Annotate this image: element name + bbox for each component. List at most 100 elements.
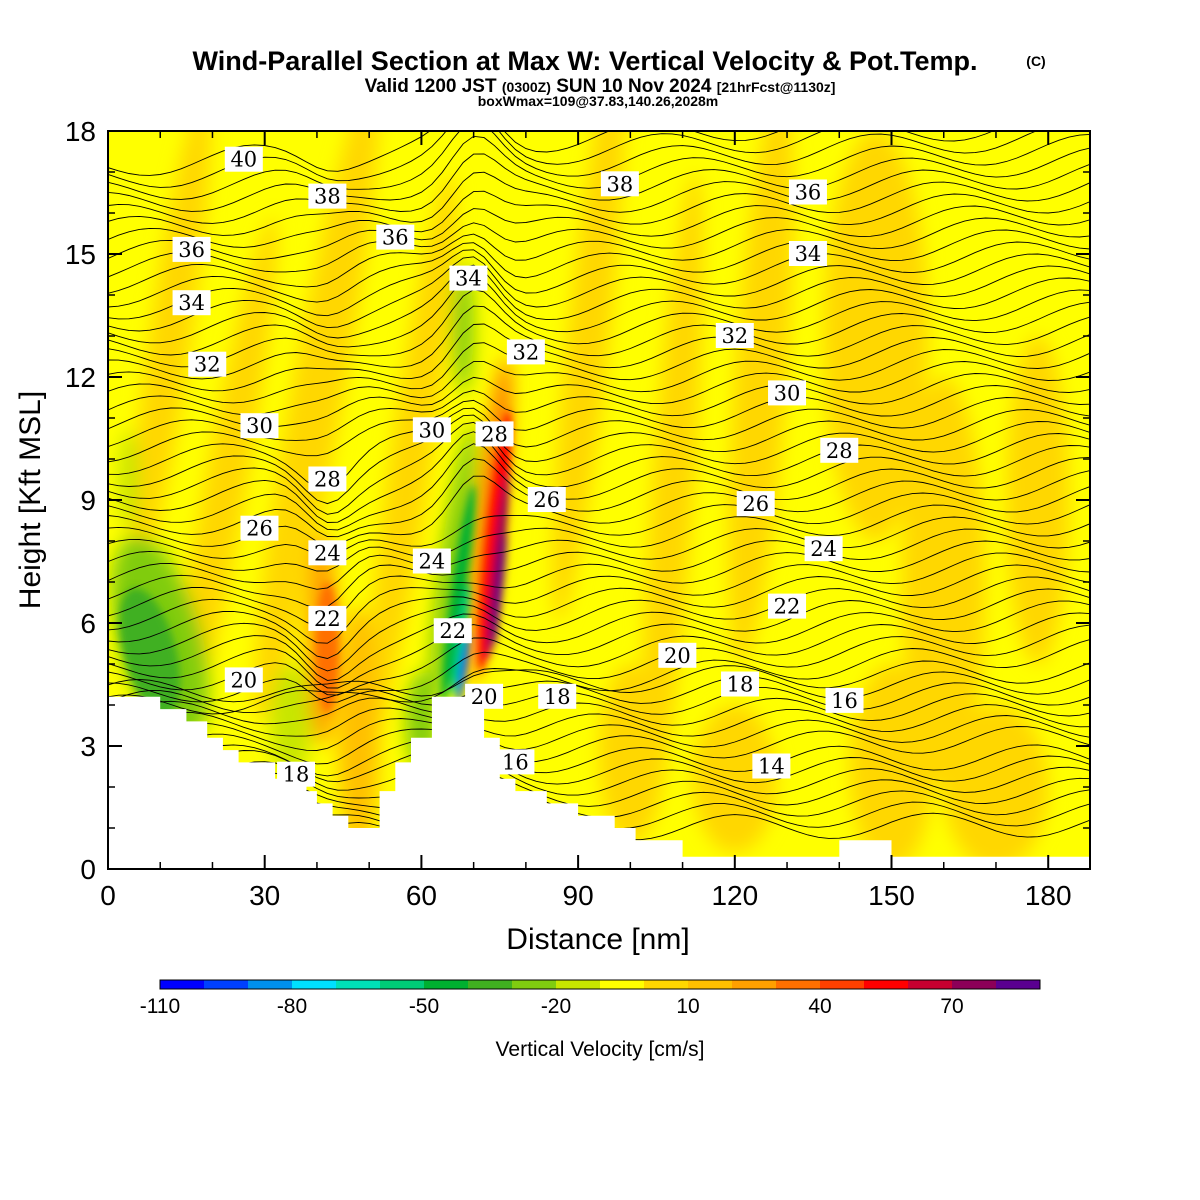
contour-label-bg — [224, 667, 263, 693]
y-tick-label: 12 — [65, 362, 96, 393]
contour-label-bg — [172, 290, 211, 316]
theta-contour — [108, 504, 1090, 572]
contour-label-text: 34 — [455, 267, 482, 291]
forecast-info: [21hrFcst@1130z] — [717, 79, 836, 95]
colorbar-swatch — [776, 980, 821, 989]
y-tick-label: 6 — [80, 608, 96, 639]
contour-label-text: 30 — [774, 381, 801, 405]
contour-label-bg — [308, 540, 347, 566]
shading-cell — [599, 664, 662, 845]
contour-label-bg — [240, 515, 279, 541]
contour-label-text: 26 — [742, 492, 769, 516]
contour-label-text: 26 — [246, 517, 273, 541]
colorbar-swatch — [424, 980, 469, 989]
colorbar-tick-label: -20 — [541, 995, 571, 1018]
box-wmax-info: boxWmax=109@37.83,140.26,2028m — [478, 93, 719, 109]
contour-label: 22 — [768, 593, 807, 619]
contour-label: 24 — [804, 536, 843, 562]
contour-label: 22 — [433, 618, 472, 644]
contour-label-bg — [475, 421, 514, 447]
theta-contour — [108, 333, 1090, 404]
shading-cell — [457, 631, 470, 705]
x-axis-label: Distance [nm] — [506, 923, 689, 956]
y-tick-label: 3 — [80, 731, 96, 762]
contour-label-bg — [449, 265, 488, 291]
plot-area — [108, 131, 1090, 869]
contour-label-bg — [804, 536, 843, 562]
x-tick-label: 180 — [1025, 880, 1072, 911]
contour-label-text: 36 — [382, 226, 409, 250]
colorbar-swatch — [512, 980, 557, 989]
colorbar-swatch — [292, 980, 337, 989]
contour-label-text: 24 — [810, 537, 837, 561]
contour-label-text: 34 — [178, 291, 205, 315]
contour-label-bg — [820, 437, 859, 463]
shading-cell — [486, 471, 509, 660]
theta-contour — [108, 516, 1090, 590]
colorbar-swatch — [204, 980, 249, 989]
contour-label-bg — [412, 417, 451, 443]
contour-label: 18 — [721, 671, 760, 697]
colorbar-frame — [159, 979, 1041, 990]
theta-contour — [108, 671, 1090, 714]
y-axis-label: Height [Kft MSL] — [14, 391, 47, 609]
contour-label-text: 18 — [283, 763, 310, 787]
theta-contour — [108, 253, 1090, 332]
contour-label-text: 32 — [513, 340, 540, 364]
contour-label-bg — [721, 671, 760, 697]
y-tick-label: 15 — [65, 239, 96, 270]
valid-date: SUN 10 Nov 2024 — [556, 76, 712, 97]
contour-label: 16 — [496, 749, 535, 775]
colorbar-swatch — [644, 980, 689, 989]
contour-label-text: 14 — [758, 755, 785, 779]
shading-cell — [315, 582, 339, 714]
contour-label-text: 22 — [439, 619, 466, 643]
contour-label: 24 — [308, 540, 347, 566]
theta-contour — [108, 301, 1090, 380]
contour-label-bg — [658, 642, 697, 668]
y-tick-label: 9 — [80, 485, 96, 516]
colorbar-tick-label: 70 — [940, 995, 963, 1018]
theta-contour — [108, 163, 1090, 236]
theta-contour — [108, 612, 1090, 696]
colorbar-swatch — [160, 980, 205, 989]
contour-label: 18 — [277, 761, 316, 787]
colorbar-tick-label: -80 — [277, 995, 307, 1018]
contour-label: 38 — [600, 171, 639, 197]
colorbar-swatch — [996, 980, 1041, 989]
contour-label-text: 28 — [826, 439, 853, 463]
contour-label-bg — [538, 683, 577, 709]
theta-contour — [108, 443, 1090, 531]
colorbar-swatch — [336, 980, 381, 989]
contour-label-text: 16 — [831, 689, 858, 713]
contour-label-bg — [376, 224, 415, 250]
theta-contour — [108, 600, 1090, 689]
theta-contour — [108, 131, 995, 188]
contour-label-text: 38 — [314, 185, 341, 209]
contour-label: 24 — [412, 548, 451, 574]
theta-contour — [108, 421, 1090, 515]
theta-contour — [108, 624, 1090, 703]
theta-contour — [108, 397, 1090, 491]
contour-label-bg — [736, 491, 775, 517]
contour-label-text: 32 — [721, 324, 748, 348]
valid-time-line: Valid 1200 JST (0300Z) SUN 10 Nov 2024 [… — [365, 76, 836, 97]
contour-label: 14 — [752, 753, 791, 779]
theta-contour — [108, 181, 1090, 248]
theta-contour — [108, 564, 1090, 659]
contour-label: 34 — [449, 265, 488, 291]
theta-contour — [108, 486, 1090, 559]
valid-utc: (0300Z) — [502, 79, 551, 95]
contour-label-text: 20 — [471, 685, 498, 709]
theta-contour — [108, 229, 1090, 308]
colorbar-swatch — [600, 980, 645, 989]
theta-contour — [108, 576, 1090, 672]
colorbar-tick-label: 10 — [676, 995, 699, 1018]
contour-label: 20 — [658, 642, 697, 668]
chart-title: Wind-Parallel Section at Max W: Vertical… — [193, 46, 978, 76]
contour-label-bg — [277, 761, 316, 787]
theta-contour — [108, 264, 1090, 344]
theta-contour — [108, 205, 1090, 278]
